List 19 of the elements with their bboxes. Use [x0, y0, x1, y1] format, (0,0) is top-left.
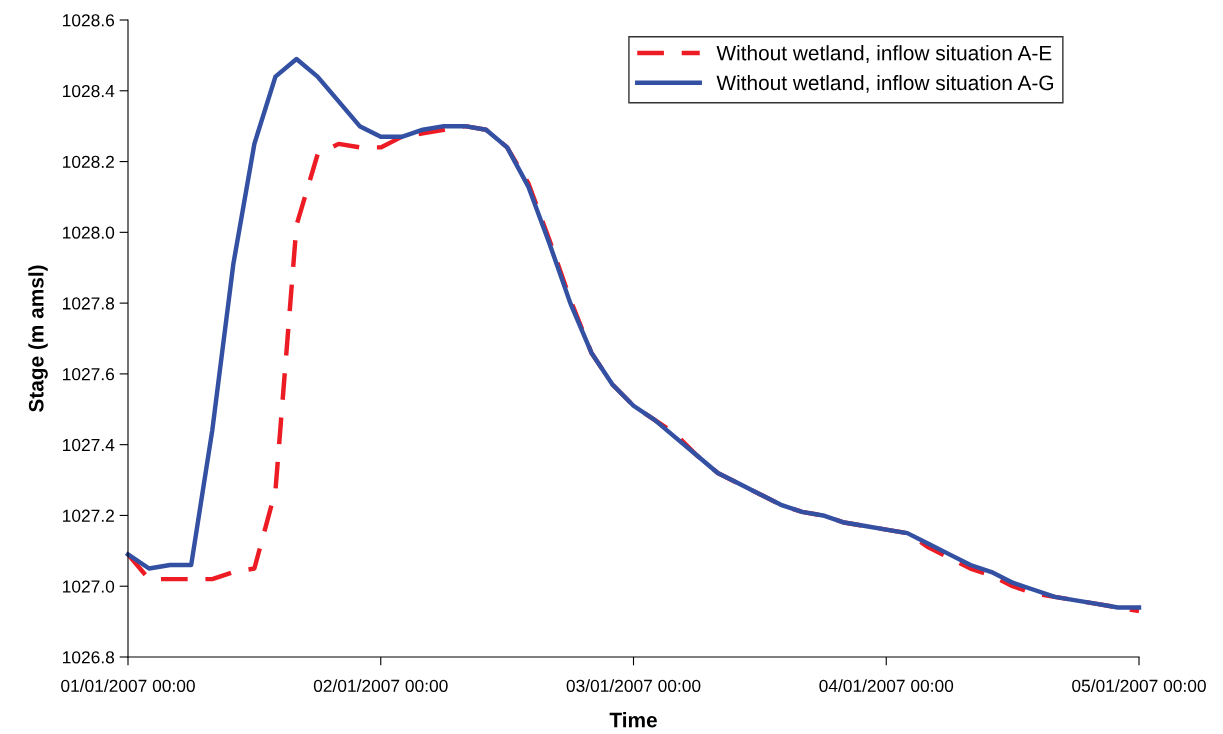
- y-tick-label: 1027.8: [63, 297, 115, 310]
- y-tick-label: 1028.0: [63, 226, 115, 239]
- y-tick-label: 1028.4: [63, 84, 115, 98]
- y-tick-label: 1027.0: [63, 580, 115, 593]
- y-tick-label: 1028.2: [63, 155, 114, 169]
- legend-label: Without wetland, inflow situation A-E: [716, 45, 1052, 63]
- x-tick-label: 04/01/2007 00:00: [819, 679, 954, 692]
- y-tick-label: 1028.6: [63, 14, 115, 27]
- x-tick-label: 03/01/2007 00:00: [566, 679, 701, 692]
- y-tick-label: 1027.2: [63, 509, 114, 522]
- x-tick-label: 01/01/2007 00:00: [61, 679, 195, 692]
- x-tick-label: 05/01/2007 00:00: [1072, 679, 1206, 692]
- y-tick-label: 1026.8: [63, 651, 115, 664]
- y-tick-label: 1027.4: [63, 438, 115, 452]
- y-tick-label: 1027.6: [63, 368, 115, 381]
- legend-label: Without wetland, inflow situation A-G: [716, 74, 1053, 93]
- x-axis-title: Time: [609, 712, 657, 728]
- x-tick-label: 02/01/2007 00:00: [313, 679, 448, 692]
- y-axis-title: Stage (m amsl): [28, 265, 48, 412]
